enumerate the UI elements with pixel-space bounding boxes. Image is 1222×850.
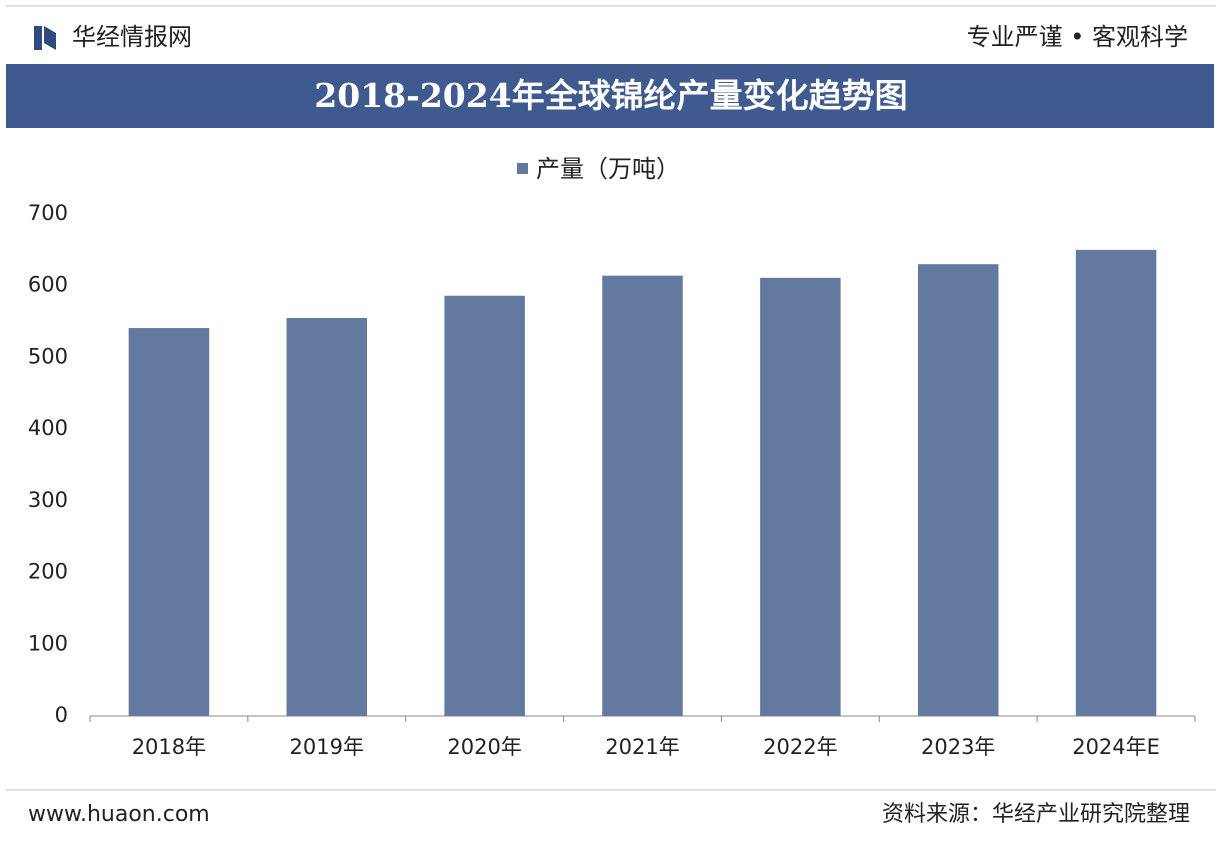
y-tick-label: 700 [28, 201, 68, 225]
x-tick-label: 2018年 [132, 735, 206, 759]
x-tick-label: 2024年E [1072, 735, 1160, 759]
bar [128, 328, 210, 716]
footer-source: 资料来源：华经产业研究院整理 [882, 802, 1190, 827]
title-bar [6, 64, 1214, 128]
x-tick-label: 2023年 [921, 735, 995, 759]
y-tick-label: 100 [28, 631, 68, 655]
bar [917, 264, 999, 716]
y-tick-label: 200 [28, 560, 68, 584]
slogan: 专业严谨 • 客观科学 [967, 23, 1188, 51]
x-tick-label: 2022年 [763, 735, 837, 759]
y-tick-label: 0 [55, 703, 68, 727]
bar [286, 317, 368, 716]
y-tick-label: 400 [28, 416, 68, 440]
bar [444, 295, 525, 716]
chart-title: 2018-2024年全球锦纶产量变化趋势图 [314, 76, 907, 115]
y-tick-label: 300 [28, 488, 68, 512]
legend-label: 产量（万吨） [536, 155, 680, 183]
y-tick-label: 500 [28, 344, 68, 368]
x-tick-label: 2020年 [447, 735, 521, 759]
legend-swatch [517, 163, 528, 174]
logo-icon [34, 26, 56, 50]
bar [760, 277, 841, 716]
y-tick-label: 600 [28, 273, 68, 297]
bar [602, 275, 683, 716]
footer-website: www.huaon.com [28, 802, 210, 827]
bar [1075, 249, 1157, 716]
x-tick-label: 2019年 [290, 735, 364, 759]
x-tick-label: 2021年 [605, 735, 679, 759]
logo-text: 华经情报网 [72, 23, 192, 51]
